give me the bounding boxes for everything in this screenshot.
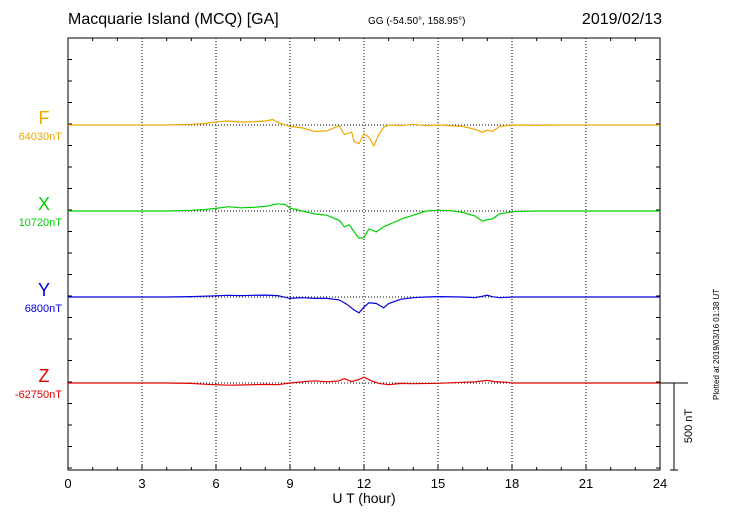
series-baseline-y: 6800nT [25, 303, 63, 315]
series-line-z [68, 376, 660, 386]
x-tick-label: 12 [357, 476, 371, 491]
x-tick-label: 6 [212, 476, 219, 491]
chart-date: 2019/02/13 [581, 11, 662, 28]
x-tick-label: 0 [64, 476, 71, 491]
x-tick-label: 21 [579, 476, 593, 491]
series-name-f: F [39, 108, 50, 128]
x-tick-label: 15 [431, 476, 445, 491]
chart-title: Macquarie Island (MCQ) [GA] [68, 11, 279, 28]
series-line-x [68, 203, 660, 240]
series-baseline-z: -62750nT [15, 389, 62, 401]
x-tick-label: 9 [286, 476, 293, 491]
scale-bar-label: 500 nT [683, 409, 695, 444]
x-tick-label: 3 [138, 476, 145, 491]
series-line-y [68, 294, 660, 314]
series-line-f [68, 118, 660, 148]
series-name-x: X [38, 194, 50, 214]
station-coordinates: GG (-54.50°, 158.95°) [368, 16, 466, 27]
x-axis-label: U T (hour) [332, 490, 395, 506]
series-name-y: Y [38, 280, 50, 300]
x-tick-label: 24 [653, 476, 667, 491]
series-baseline-x: 10720nT [19, 217, 63, 229]
x-tick-label: 18 [505, 476, 519, 491]
series-baseline-f: 64030nT [19, 131, 63, 143]
series-name-z: Z [39, 366, 50, 386]
